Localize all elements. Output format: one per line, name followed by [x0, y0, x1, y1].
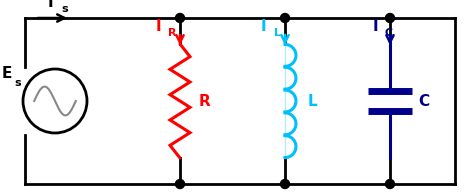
Text: $\mathbf{I}$: $\mathbf{I}$ [155, 18, 161, 34]
Text: $\mathbf{C}$: $\mathbf{C}$ [384, 26, 394, 38]
Circle shape [281, 14, 290, 23]
Circle shape [385, 180, 394, 189]
Circle shape [281, 180, 290, 189]
Text: $\mathbf{I}$: $\mathbf{I}$ [372, 18, 378, 34]
Circle shape [385, 14, 394, 23]
Text: $\mathbf{I}$: $\mathbf{I}$ [260, 18, 266, 34]
Text: $\mathbf{C}$: $\mathbf{C}$ [418, 93, 430, 109]
Text: $\mathbf{I}$: $\mathbf{I}$ [47, 0, 53, 10]
Text: $\mathbf{R}$: $\mathbf{R}$ [167, 26, 177, 38]
Circle shape [175, 180, 184, 189]
Text: $\mathbf{s}$: $\mathbf{s}$ [14, 78, 22, 88]
Text: $\mathbf{s}$: $\mathbf{s}$ [61, 4, 69, 14]
Text: $\mathbf{L}$: $\mathbf{L}$ [307, 93, 318, 109]
Text: $\mathbf{E}$: $\mathbf{E}$ [1, 65, 12, 81]
Text: $\mathbf{R}$: $\mathbf{R}$ [198, 93, 211, 109]
Text: $\mathbf{L}$: $\mathbf{L}$ [273, 26, 282, 38]
Circle shape [175, 14, 184, 23]
